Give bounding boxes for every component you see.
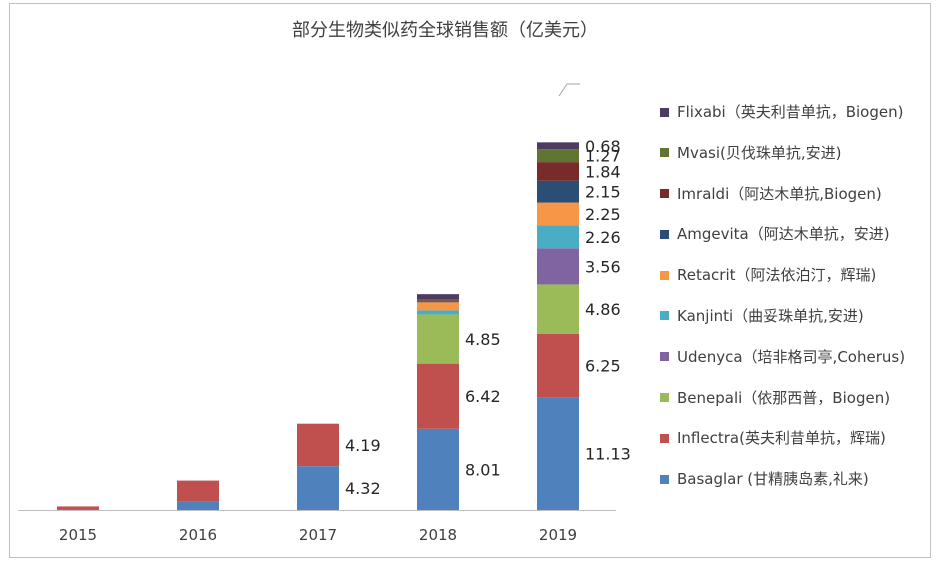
legend-swatch bbox=[660, 474, 669, 484]
bar-segment bbox=[537, 284, 579, 334]
legend-swatch bbox=[660, 393, 669, 403]
legend-item: Udenyca（培非格司亭,Coherus) bbox=[660, 347, 942, 367]
legend-swatch bbox=[660, 229, 669, 239]
legend-swatch bbox=[660, 107, 669, 117]
data-label: 6.42 bbox=[465, 387, 501, 406]
bar-segment bbox=[537, 142, 579, 150]
legend-swatch bbox=[660, 311, 669, 321]
data-label: 2.15 bbox=[585, 183, 621, 202]
data-label: 3.56 bbox=[585, 257, 621, 276]
legend-item: Amgevita（阿达木单抗，安进) bbox=[660, 224, 942, 244]
bar-segment bbox=[417, 314, 459, 364]
x-tick-label: 2016 bbox=[179, 526, 217, 544]
data-label: 4.86 bbox=[585, 300, 621, 319]
data-label: 1.84 bbox=[585, 162, 621, 181]
x-tick-label: 2018 bbox=[419, 526, 457, 544]
bar-segment bbox=[537, 149, 579, 163]
legend-label: Mvasi(贝伐珠单抗,安进) bbox=[677, 143, 842, 162]
legend-swatch bbox=[660, 352, 669, 362]
legend-item: Basaglar (甘精胰岛素,礼来) bbox=[660, 469, 942, 489]
chart-title: 部分生物类似药全球销售额（亿美元） bbox=[292, 20, 598, 41]
legend-label: Imraldi（阿达木单抗,Biogen) bbox=[677, 184, 882, 203]
legend-label: Flixabi（英夫利昔单抗，Biogen) bbox=[677, 103, 904, 121]
legend-item: Inflectra(英夫利昔单抗，辉瑞) bbox=[660, 428, 942, 448]
data-label: 11.13 bbox=[585, 445, 631, 464]
plot-area: 2015 2016 4.32 4.19 2017 8.01 6.42 4.85 2018 11.1… bbox=[18, 83, 631, 544]
bar-segment bbox=[177, 480, 219, 502]
data-label: 6.25 bbox=[585, 356, 621, 375]
bar-segment bbox=[297, 466, 339, 510]
legend-label: Basaglar (甘精胰岛素,礼来) bbox=[677, 470, 869, 489]
legend: Flixabi（英夫利昔单抗，Biogen) Mvasi(贝伐珠单抗,安进) Imr… bbox=[660, 102, 942, 510]
bar-segment bbox=[537, 225, 579, 249]
data-label: 4.85 bbox=[465, 330, 501, 349]
legend-item: Imraldi（阿达木单抗,Biogen) bbox=[660, 184, 942, 204]
legend-item: Flixabi（英夫利昔单抗，Biogen) bbox=[660, 102, 942, 122]
bar-segment bbox=[417, 301, 459, 303]
bar-segment bbox=[57, 508, 99, 510]
legend-swatch bbox=[660, 433, 669, 443]
leader-line bbox=[558, 83, 580, 97]
bar-segment bbox=[417, 302, 459, 311]
bar-segment bbox=[537, 333, 579, 398]
legend-label: Retacrit（阿法依泊汀，辉瑞) bbox=[677, 266, 877, 285]
legend-label: Benepali（依那西普，Biogen) bbox=[677, 388, 891, 407]
legend-item: Retacrit（阿法依泊汀，辉瑞) bbox=[660, 265, 942, 285]
x-tick-label: 2017 bbox=[299, 526, 337, 544]
x-tick-label: 2019 bbox=[539, 526, 577, 544]
legend-swatch bbox=[660, 270, 669, 280]
chart-frame: 部分生物类似药全球销售额（亿美元） 2015 2016 4.32 4.19 2017 8.… bbox=[9, 3, 931, 558]
bar-segment bbox=[537, 202, 579, 226]
bar-segment bbox=[177, 501, 219, 510]
legend-label: Amgevita（阿达木单抗，安进) bbox=[677, 225, 890, 244]
data-label: 4.19 bbox=[345, 436, 381, 455]
legend-label: Inflectra(英夫利昔单抗，辉瑞) bbox=[677, 429, 886, 448]
bar-segment bbox=[417, 294, 459, 300]
bar-segment bbox=[537, 162, 579, 181]
data-label: 8.01 bbox=[465, 460, 501, 479]
bar-segment bbox=[537, 248, 579, 285]
bar-segment bbox=[417, 299, 459, 301]
data-label: 4.32 bbox=[345, 479, 381, 498]
bar-segment bbox=[297, 423, 339, 467]
legend-label: Kanjinti（曲妥珠单抗,安进) bbox=[677, 306, 864, 325]
bar-segment bbox=[417, 363, 459, 429]
legend-label: Udenyca（培非格司亭,Coherus) bbox=[677, 347, 906, 366]
bar-segment bbox=[537, 180, 579, 203]
bar-segment bbox=[417, 300, 459, 302]
bar-segment bbox=[537, 397, 579, 510]
data-label: 1.27 bbox=[585, 147, 621, 166]
bar-segment bbox=[417, 310, 459, 315]
legend-swatch bbox=[660, 189, 669, 199]
data-label: 2.26 bbox=[585, 228, 621, 247]
data-label: 2.25 bbox=[585, 205, 621, 224]
legend-item: Kanjinti（曲妥珠单抗,安进) bbox=[660, 306, 942, 326]
x-tick-label: 2015 bbox=[59, 526, 97, 544]
legend-swatch bbox=[660, 148, 669, 158]
bar-segment bbox=[417, 428, 459, 510]
data-label: 0.68 bbox=[585, 137, 621, 156]
bar-segment bbox=[57, 506, 99, 509]
legend-item: Mvasi(贝伐珠单抗,安进) bbox=[660, 143, 942, 163]
legend-item: Benepali（依那西普，Biogen) bbox=[660, 388, 942, 408]
